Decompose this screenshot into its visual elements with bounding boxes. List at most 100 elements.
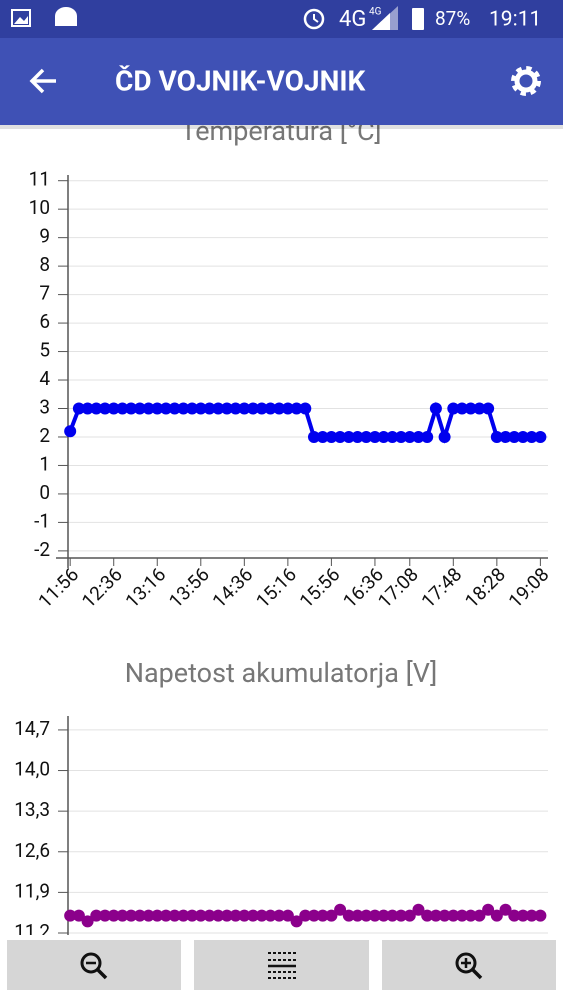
zoom-in-button[interactable] bbox=[382, 940, 556, 990]
data-point bbox=[325, 909, 338, 922]
battery-icon bbox=[412, 8, 424, 30]
data-point bbox=[229, 402, 242, 415]
data-point bbox=[351, 430, 364, 443]
data-point bbox=[186, 909, 199, 922]
data-point bbox=[264, 402, 277, 415]
data-point bbox=[412, 430, 425, 443]
data-point bbox=[99, 402, 112, 415]
data-point bbox=[264, 909, 277, 922]
settings-button[interactable] bbox=[511, 66, 541, 96]
data-point bbox=[368, 430, 381, 443]
data-point bbox=[429, 402, 442, 415]
data-point bbox=[464, 909, 477, 922]
data-point bbox=[447, 909, 460, 922]
data-point bbox=[99, 909, 112, 922]
zoom-out-button[interactable] bbox=[7, 940, 181, 990]
y-tick-label: 2 bbox=[39, 424, 50, 447]
y-tick-label: 6 bbox=[39, 310, 50, 333]
data-point bbox=[290, 402, 303, 415]
data-point bbox=[151, 909, 164, 922]
data-point bbox=[177, 402, 190, 415]
data-point bbox=[159, 402, 172, 415]
data-point bbox=[90, 909, 103, 922]
network-sub: 4G bbox=[369, 7, 382, 18]
data-point bbox=[133, 402, 146, 415]
y-tick-label: 3 bbox=[39, 396, 50, 419]
data-point bbox=[72, 402, 85, 415]
gear-icon bbox=[514, 69, 538, 93]
data-point bbox=[342, 430, 355, 443]
data-point bbox=[386, 430, 399, 443]
fit-button[interactable] bbox=[194, 940, 369, 990]
data-point bbox=[107, 402, 120, 415]
data-point bbox=[525, 909, 538, 922]
y-tick-label: -2 bbox=[34, 538, 50, 561]
data-point bbox=[273, 909, 286, 922]
data-point bbox=[456, 402, 469, 415]
data-point bbox=[482, 903, 495, 916]
data-point bbox=[438, 430, 451, 443]
chart-title: Napetost akumulatorja [V] bbox=[125, 657, 438, 689]
data-point bbox=[64, 909, 77, 922]
data-point bbox=[334, 430, 347, 443]
data-point bbox=[186, 402, 199, 415]
data-point bbox=[499, 903, 512, 916]
data-point bbox=[368, 909, 381, 922]
data-point bbox=[116, 402, 129, 415]
y-tick-label: 12,6 bbox=[14, 839, 50, 862]
data-point bbox=[412, 903, 425, 916]
data-point bbox=[490, 430, 503, 443]
data-point bbox=[534, 430, 547, 443]
data-point bbox=[342, 909, 355, 922]
data-point bbox=[421, 909, 434, 922]
data-point bbox=[81, 402, 94, 415]
app-bar bbox=[0, 38, 563, 125]
data-point bbox=[125, 402, 138, 415]
data-point bbox=[125, 909, 138, 922]
data-point bbox=[177, 909, 190, 922]
data-point bbox=[316, 430, 329, 443]
data-point bbox=[534, 909, 547, 922]
data-point bbox=[299, 909, 312, 922]
data-point bbox=[516, 430, 529, 443]
data-point bbox=[456, 909, 469, 922]
data-point bbox=[508, 909, 521, 922]
back-arrow bbox=[29, 68, 56, 94]
app-bar-shadow bbox=[0, 125, 563, 129]
data-point bbox=[203, 909, 216, 922]
signal-icon bbox=[372, 13, 390, 30]
back-button[interactable] bbox=[29, 68, 56, 94]
data-point bbox=[194, 402, 207, 415]
data-point bbox=[421, 430, 434, 443]
data-point bbox=[508, 430, 521, 443]
button-bg bbox=[382, 940, 556, 990]
gear-teeth bbox=[511, 66, 541, 96]
data-point bbox=[307, 430, 320, 443]
data-point bbox=[490, 909, 503, 922]
status-bar bbox=[0, 0, 563, 38]
data-point bbox=[360, 909, 373, 922]
network-type: 4G bbox=[339, 7, 366, 32]
y-tick-label: -1 bbox=[34, 509, 50, 532]
data-point bbox=[238, 402, 251, 415]
data-point bbox=[64, 425, 77, 438]
data-point bbox=[247, 909, 260, 922]
zoom-in-icon bbox=[471, 968, 483, 980]
battery-level: 87% bbox=[435, 7, 470, 30]
zoom-out-icon bbox=[80, 952, 102, 974]
y-tick-label: 9 bbox=[39, 225, 50, 248]
data-point bbox=[90, 402, 103, 415]
data-point bbox=[229, 909, 242, 922]
y-tick-label: 8 bbox=[39, 253, 50, 276]
y-tick-label: 11 bbox=[29, 168, 50, 191]
alarm-icon bbox=[313, 14, 319, 23]
data-point bbox=[168, 909, 181, 922]
data-point bbox=[429, 909, 442, 922]
data-point bbox=[159, 909, 172, 922]
data-point bbox=[133, 909, 146, 922]
data-point bbox=[438, 909, 451, 922]
data-point bbox=[142, 909, 155, 922]
data-point bbox=[334, 903, 347, 916]
data-point bbox=[403, 909, 416, 922]
y-tick-label: 7 bbox=[39, 282, 50, 305]
